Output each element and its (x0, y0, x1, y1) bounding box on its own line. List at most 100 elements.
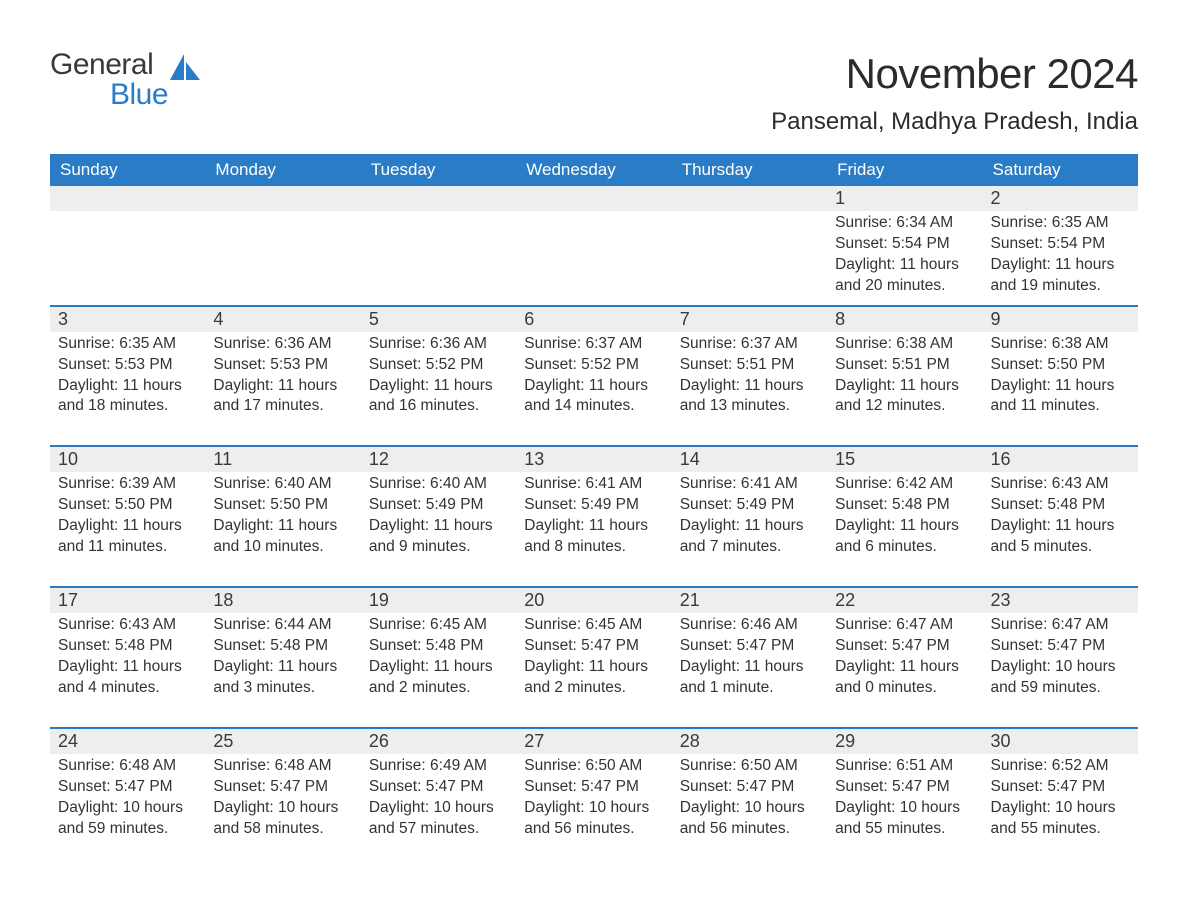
sunrise-line: Sunrise: 6:46 AM (680, 615, 819, 636)
day-number: 15 (827, 447, 982, 472)
location: Pansemal, Madhya Pradesh, India (771, 108, 1138, 136)
sunrise-label: Sunrise: (991, 757, 1048, 774)
sunrise-label: Sunrise: (524, 757, 581, 774)
sunrise-label: Sunrise: (524, 475, 581, 492)
sunrise-value: 6:49 AM (430, 757, 487, 774)
sunset-value: 5:54 PM (892, 235, 950, 252)
sunset-line: Sunset: 5:49 PM (524, 495, 663, 516)
day-number: 5 (361, 307, 516, 332)
empty-daynum-band (672, 186, 827, 211)
sunset-line: Sunset: 5:54 PM (835, 234, 974, 255)
day-number: 9 (983, 307, 1138, 332)
sunset-line: Sunset: 5:48 PM (991, 495, 1130, 516)
sunset-label: Sunset: (835, 637, 888, 654)
sunset-label: Sunset: (369, 496, 422, 513)
weekday-header-row: SundayMondayTuesdayWednesdayThursdayFrid… (50, 154, 1138, 186)
sunrise-label: Sunrise: (991, 475, 1048, 492)
sunset-label: Sunset: (524, 778, 577, 795)
daylight-line: Daylight: 10 hours and 57 minutes. (369, 798, 508, 840)
sunrise-value: 6:50 AM (585, 757, 642, 774)
sunrise-label: Sunrise: (835, 757, 892, 774)
day-number: 29 (827, 729, 982, 754)
day-cell: 3Sunrise: 6:35 AMSunset: 5:53 PMDaylight… (50, 307, 205, 418)
sunset-label: Sunset: (58, 778, 111, 795)
sunrise-line: Sunrise: 6:37 AM (680, 334, 819, 355)
sunset-line: Sunset: 5:53 PM (213, 355, 352, 376)
sunrise-label: Sunrise: (369, 616, 426, 633)
sunrise-value: 6:40 AM (430, 475, 487, 492)
sunset-label: Sunset: (524, 356, 577, 373)
sunset-label: Sunset: (680, 778, 733, 795)
daylight-line: Daylight: 10 hours and 55 minutes. (835, 798, 974, 840)
sunset-value: 5:51 PM (892, 356, 950, 373)
sunset-value: 5:50 PM (1047, 356, 1105, 373)
daylight-label: Daylight: (835, 517, 895, 534)
sunset-label: Sunset: (991, 356, 1044, 373)
sunrise-line: Sunrise: 6:43 AM (991, 474, 1130, 495)
sunrise-line: Sunrise: 6:41 AM (524, 474, 663, 495)
sunrise-value: 6:46 AM (741, 616, 798, 633)
sunset-label: Sunset: (58, 637, 111, 654)
sunset-label: Sunset: (58, 496, 111, 513)
sunset-value: 5:47 PM (892, 637, 950, 654)
day-details: Sunrise: 6:38 AMSunset: 5:51 PMDaylight:… (835, 334, 974, 418)
empty-cell (50, 186, 205, 297)
sunrise-value: 6:37 AM (741, 335, 798, 352)
sunset-value: 5:53 PM (115, 356, 173, 373)
daylight-line: Daylight: 11 hours and 8 minutes. (524, 516, 663, 558)
day-details: Sunrise: 6:39 AMSunset: 5:50 PMDaylight:… (58, 474, 197, 558)
header: General Blue November 2024 Pansemal, Mad… (50, 50, 1138, 136)
week-row: 1Sunrise: 6:34 AMSunset: 5:54 PMDaylight… (50, 186, 1138, 305)
daylight-line: Daylight: 11 hours and 6 minutes. (835, 516, 974, 558)
sunrise-line: Sunrise: 6:37 AM (524, 334, 663, 355)
day-cell: 10Sunrise: 6:39 AMSunset: 5:50 PMDayligh… (50, 447, 205, 558)
daylight-line: Daylight: 11 hours and 3 minutes. (213, 657, 352, 699)
sunset-line: Sunset: 5:47 PM (369, 777, 508, 798)
sunrise-value: 6:38 AM (1052, 335, 1109, 352)
daylight-line: Daylight: 11 hours and 11 minutes. (58, 516, 197, 558)
empty-cell (361, 186, 516, 297)
sunset-label: Sunset: (991, 235, 1044, 252)
sunset-value: 5:54 PM (1047, 235, 1105, 252)
sunrise-value: 6:43 AM (1052, 475, 1109, 492)
weekday-thursday: Thursday (672, 154, 827, 186)
sunrise-label: Sunrise: (213, 475, 270, 492)
sunrise-value: 6:44 AM (275, 616, 332, 633)
sunrise-label: Sunrise: (369, 335, 426, 352)
sunrise-line: Sunrise: 6:48 AM (58, 756, 197, 777)
day-cell: 28Sunrise: 6:50 AMSunset: 5:47 PMDayligh… (672, 729, 827, 840)
sunset-value: 5:51 PM (737, 356, 795, 373)
day-details: Sunrise: 6:47 AMSunset: 5:47 PMDaylight:… (835, 615, 974, 699)
sunset-value: 5:49 PM (426, 496, 484, 513)
day-cell: 7Sunrise: 6:37 AMSunset: 5:51 PMDaylight… (672, 307, 827, 418)
sunrise-label: Sunrise: (835, 616, 892, 633)
day-number: 18 (205, 588, 360, 613)
sunrise-label: Sunrise: (680, 475, 737, 492)
daylight-label: Daylight: (213, 658, 273, 675)
daylight-line: Daylight: 11 hours and 10 minutes. (213, 516, 352, 558)
daylight-label: Daylight: (58, 799, 118, 816)
sunset-line: Sunset: 5:47 PM (524, 777, 663, 798)
day-details: Sunrise: 6:51 AMSunset: 5:47 PMDaylight:… (835, 756, 974, 840)
daylight-label: Daylight: (835, 377, 895, 394)
sunset-value: 5:48 PM (115, 637, 173, 654)
sunrise-label: Sunrise: (680, 757, 737, 774)
daylight-line: Daylight: 11 hours and 14 minutes. (524, 376, 663, 418)
day-number: 16 (983, 447, 1138, 472)
sunset-value: 5:48 PM (426, 637, 484, 654)
week-row: 10Sunrise: 6:39 AMSunset: 5:50 PMDayligh… (50, 445, 1138, 586)
sunrise-line: Sunrise: 6:49 AM (369, 756, 508, 777)
week-row: 24Sunrise: 6:48 AMSunset: 5:47 PMDayligh… (50, 727, 1138, 840)
empty-cell (516, 186, 671, 297)
sunset-line: Sunset: 5:47 PM (213, 777, 352, 798)
sunset-value: 5:49 PM (737, 496, 795, 513)
weekday-friday: Friday (827, 154, 982, 186)
day-cell: 18Sunrise: 6:44 AMSunset: 5:48 PMDayligh… (205, 588, 360, 699)
sunrise-label: Sunrise: (835, 214, 892, 231)
sunrise-label: Sunrise: (680, 335, 737, 352)
day-cell: 8Sunrise: 6:38 AMSunset: 5:51 PMDaylight… (827, 307, 982, 418)
day-cell: 25Sunrise: 6:48 AMSunset: 5:47 PMDayligh… (205, 729, 360, 840)
day-cell: 26Sunrise: 6:49 AMSunset: 5:47 PMDayligh… (361, 729, 516, 840)
daylight-label: Daylight: (369, 377, 429, 394)
day-number: 12 (361, 447, 516, 472)
